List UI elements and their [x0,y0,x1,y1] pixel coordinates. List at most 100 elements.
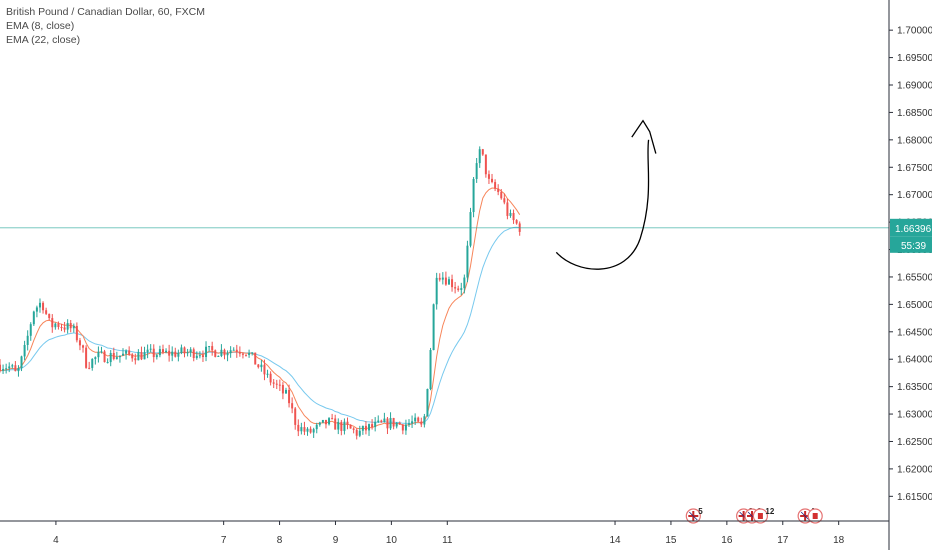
candle-body [487,174,490,179]
drawn-arrow-head[interactable] [631,119,657,154]
candle-body [125,350,128,354]
candle-body [152,348,155,358]
price-tick-label: 1.67000 [897,190,932,201]
candle-body [460,288,463,290]
candle-body [97,351,100,358]
candle-body [35,307,38,312]
candle-body [57,323,60,328]
candle-body [5,368,8,370]
candle-body [491,178,494,183]
flag-leaf [812,513,818,519]
ema-8-legend[interactable]: EMA (8, close) [6,20,75,32]
event-marker[interactable] [807,508,823,524]
candle-body [51,318,54,328]
candle-body [29,324,32,336]
candle-body [2,368,5,371]
candle-body [500,192,503,199]
candle-body [131,354,134,359]
candle-body [306,428,309,432]
candle-body [392,418,395,427]
candle-body [26,335,29,345]
candle-body [266,373,269,375]
symbol-title[interactable]: British Pound / Canadian Dollar, 60, FXC… [6,6,206,18]
price-tick-label: 1.62500 [897,437,932,448]
candle-body [411,421,414,424]
event-marker[interactable]: 12 [752,507,775,524]
candle-body [143,352,146,360]
candle-body [168,350,171,356]
candle-body [506,202,509,216]
ema-8-line [0,187,521,430]
last-price-label: 1.66396 55:39 [890,218,932,253]
candle-body [122,353,125,356]
time-tick-label: 10 [386,535,398,546]
candle-body [426,389,429,417]
candle-body [340,421,343,431]
candle-body [189,349,192,353]
candle-body [377,420,380,422]
candle-body [118,355,121,358]
drawn-curve[interactable] [555,139,650,270]
candle-body [444,277,447,285]
candle-body [251,352,254,354]
candle-body [423,416,426,425]
candle-body [303,427,306,432]
user-drawing-layer[interactable] [555,119,657,270]
price-tick-label: 1.69500 [897,53,932,64]
candle-body [32,311,35,325]
candle-body [269,373,272,383]
candle-body [398,422,401,425]
candle-body [75,325,78,341]
candle-body [441,277,444,280]
price-label-value: 1.66396 [895,224,932,235]
price-tick-label: 1.64000 [897,355,932,366]
candle-body [281,385,284,394]
candle-body [45,310,48,314]
chart-legend: British Pound / Canadian Dollar, 60, FXC… [6,5,205,47]
candle-body [407,423,410,425]
price-axis[interactable]: 1.61500 1.62000 1.62500 1.63000 1.63500 1.640… [888,0,932,550]
candle-body [20,356,23,368]
event-count: 12 [765,507,774,516]
candle-body [509,212,512,216]
candle-body [337,421,340,430]
candle-body [263,364,266,375]
candle-body [503,198,506,203]
price-label-box [890,218,932,237]
candle-body [494,182,497,189]
candle-body [106,362,109,364]
time-tick-label: 9 [333,535,339,546]
price-tick-label: 1.68000 [897,135,932,146]
candle-body [88,367,91,369]
ema-22-line-layer [0,226,520,424]
event-marker[interactable]: 5 [685,507,703,524]
ema-22-legend[interactable]: EMA (22, close) [6,34,81,46]
candle-body [69,323,72,329]
candle-body [14,365,17,372]
candle-body [161,349,164,353]
candle-body [232,349,235,351]
price-tick-label: 1.63500 [897,382,932,393]
candle-body [112,353,115,359]
candle-body [389,418,392,429]
candle-body [346,421,349,425]
time-axis[interactable]: 4 7 8 9 10 11 14 15 16 17 18 [0,520,889,546]
candle-body [248,352,251,355]
candle-body [241,353,244,355]
candle-body [85,347,88,368]
candle-body [284,389,287,394]
candle-body [23,344,26,357]
economic-events-layer[interactable]: 526124 [685,507,823,524]
price-tick-label: 1.62000 [897,464,932,475]
candle-body [395,422,398,427]
candle-body [331,418,334,420]
candle-body [198,355,201,357]
candle-body [128,350,131,355]
candle-body [463,277,466,289]
candle-body [315,424,318,430]
price-tick-label: 1.64500 [897,327,932,338]
candle-body [364,425,367,431]
candle-body [472,178,475,213]
candle-body [91,358,94,368]
